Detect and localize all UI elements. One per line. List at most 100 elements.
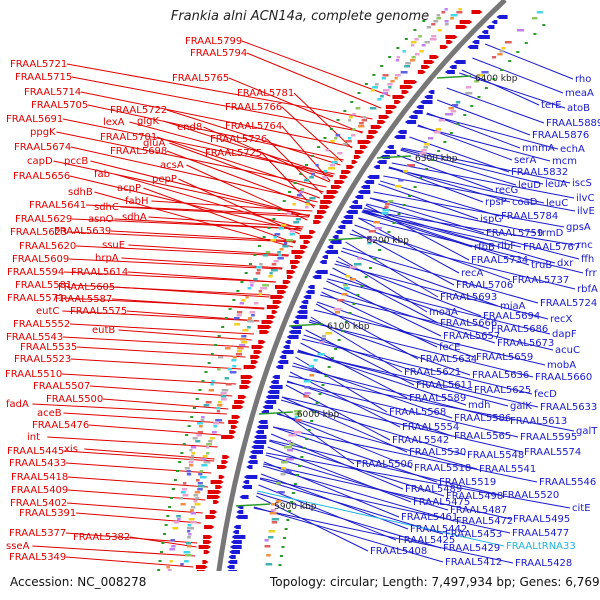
left-leader-line <box>166 150 316 207</box>
right-leader-line <box>326 280 442 337</box>
feature-block <box>282 245 289 248</box>
reverse-gene-arrow <box>486 25 495 29</box>
left-gene-label: hrpA <box>95 253 119 264</box>
feature-block <box>349 278 356 281</box>
tick-marker <box>180 452 184 454</box>
tick-marker <box>500 69 504 71</box>
left-gene-label: FRAAL5765 <box>172 73 229 84</box>
left-gene-label: capD <box>27 156 53 167</box>
reverse-gene-arrow <box>282 345 290 349</box>
forward-gene-arrow <box>250 355 261 359</box>
feature-block <box>251 314 255 317</box>
tick-marker <box>392 222 396 224</box>
feature-block <box>342 143 348 146</box>
feature-block <box>372 86 378 89</box>
forward-gene-arrow <box>445 35 458 39</box>
left-gene-label: glgK <box>137 116 159 127</box>
forward-gene-arrow <box>423 60 435 64</box>
feature-block <box>190 512 197 515</box>
left-gene-label: fab <box>94 169 110 180</box>
tick-marker <box>159 551 163 553</box>
reverse-gene-arrow <box>303 295 312 299</box>
right-gene-label: FRAAL5472 <box>456 516 513 527</box>
feature-block <box>279 248 284 251</box>
feature-block <box>357 257 363 260</box>
forward-gene-arrow <box>392 95 406 99</box>
feature-block <box>236 314 242 317</box>
forward-gene-arrow <box>234 400 246 404</box>
feature-block <box>374 83 379 86</box>
reverse-gene-arrow <box>235 515 248 519</box>
feature-block <box>292 203 296 206</box>
reverse-gene-arrow <box>373 165 380 169</box>
feature-block <box>345 140 352 143</box>
right-gene-label: FRAAL5636 <box>472 370 529 381</box>
forward-gene-arrow <box>274 285 289 289</box>
left-gene-label: FRAAL5605 <box>58 282 115 293</box>
left-leader-line <box>121 257 283 269</box>
feature-block <box>377 98 382 101</box>
feature-block <box>311 173 315 176</box>
left-gene-label: FRAAL5476 <box>32 420 89 431</box>
feature-block <box>166 566 170 569</box>
feature-block <box>256 266 263 269</box>
right-gene-label: recG <box>495 185 518 196</box>
right-gene-label: FRAAL5694 <box>483 311 540 322</box>
tick-marker <box>336 119 340 121</box>
feature-block <box>241 299 246 302</box>
left-gene-label: FRAAL5445 <box>7 446 64 457</box>
feature-block <box>303 380 312 383</box>
left-gene-label: FRAAL5639 <box>54 226 111 237</box>
feature-block <box>211 431 217 434</box>
right-gene-label: FRAAL5633 <box>540 402 597 413</box>
tick-marker <box>253 254 257 256</box>
right-leader-line <box>327 278 551 335</box>
feature-block <box>197 482 203 485</box>
kbp-tick-label: 5900 kbp <box>274 502 317 512</box>
feature-block <box>353 263 362 266</box>
tick-marker <box>190 416 194 418</box>
right-leader-line <box>297 351 539 408</box>
right-leader-line <box>362 209 530 266</box>
right-gene-label: dapF <box>552 329 577 340</box>
feature-block <box>180 491 186 494</box>
left-leader-line <box>62 310 260 322</box>
left-gene-label: int <box>27 432 40 443</box>
feature-block <box>352 128 356 131</box>
tick-marker <box>542 24 546 26</box>
tick-marker <box>437 150 441 152</box>
right-leader-line <box>303 334 473 391</box>
right-gene-label: FRAAL5634 <box>420 354 477 365</box>
tick-marker <box>284 528 288 530</box>
forward-gene-arrow <box>399 85 414 89</box>
feature-block <box>177 518 181 521</box>
feature-block <box>195 440 201 443</box>
left-leader-line <box>120 206 310 218</box>
feature-block <box>308 365 315 368</box>
right-gene-label: FRAAL5832 <box>511 167 568 178</box>
feature-block <box>172 527 179 530</box>
feature-block <box>278 254 282 257</box>
left-leader-line <box>76 346 246 358</box>
feature-block <box>423 146 428 149</box>
feature-tracks <box>166 8 543 574</box>
reverse-gene-arrow <box>300 300 309 304</box>
reverse-gene-arrow <box>292 320 299 324</box>
reverse-gene-arrow <box>319 260 327 264</box>
feature-block <box>197 431 203 434</box>
left-gene-label: FRAAL5794 <box>190 48 247 59</box>
right-leader-line <box>396 154 494 191</box>
right-gene-label: galT <box>576 426 598 437</box>
feature-block <box>329 164 336 167</box>
reverse-gene-arrow <box>348 205 363 209</box>
feature-block <box>474 80 480 83</box>
left-leader-line <box>148 216 304 228</box>
tick-marker <box>456 123 460 125</box>
reverse-gene-arrow <box>340 220 353 224</box>
left-gene-label: FRAAL5402 <box>10 498 67 509</box>
feature-block <box>194 503 201 506</box>
right-leader-line <box>361 211 522 248</box>
reverse-gene-arrow <box>243 475 258 479</box>
right-gene-label: rfbB <box>474 242 495 253</box>
left-gene-label: FRAAL5781 <box>237 88 294 99</box>
